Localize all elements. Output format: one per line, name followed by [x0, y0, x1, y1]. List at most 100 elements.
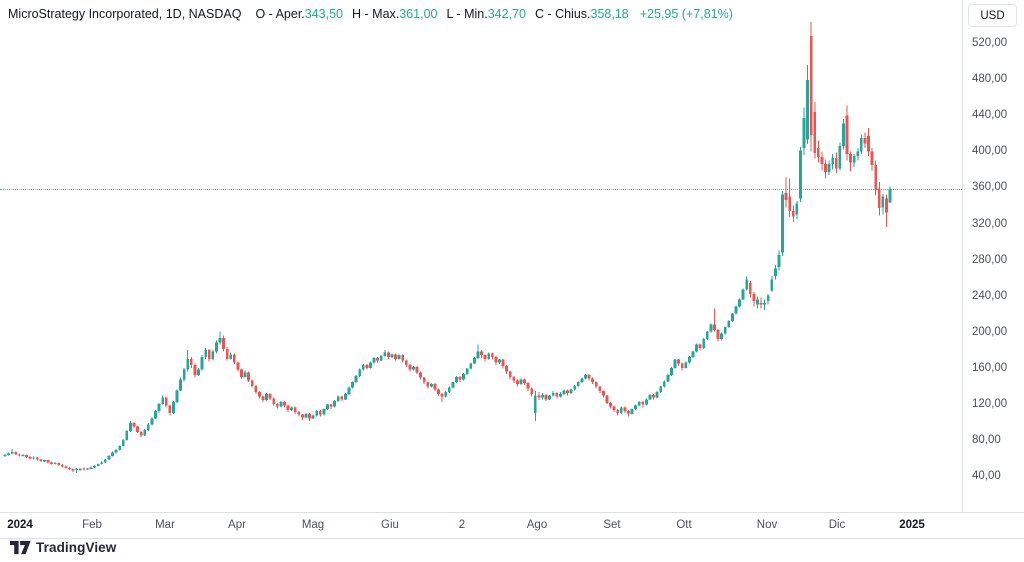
candle-up	[795, 203, 799, 215]
candle-up	[383, 352, 387, 357]
candle-up	[763, 302, 766, 305]
candle-up	[648, 394, 652, 400]
time-axis-label: Giu	[381, 519, 399, 531]
candle-down	[877, 188, 881, 209]
candle-down	[820, 156, 824, 165]
candle-up	[569, 389, 573, 394]
candle-up	[304, 413, 308, 418]
candle-down	[60, 465, 64, 467]
candle-up	[469, 363, 473, 369]
candle-up	[519, 379, 523, 384]
candle-down	[308, 413, 311, 419]
candle-down	[50, 462, 53, 464]
candle-down	[207, 349, 211, 359]
candle-down	[17, 454, 21, 456]
candle-down	[834, 157, 838, 169]
candle-up	[150, 418, 154, 425]
candle-up	[118, 446, 122, 450]
candle-up	[777, 255, 781, 267]
candle-down	[680, 363, 684, 368]
ohlc-open: O - Aper.343,50	[255, 7, 344, 21]
candle-up	[93, 466, 96, 468]
time-axis-label: Nov	[756, 519, 778, 531]
candle-down	[28, 457, 32, 459]
time-axis[interactable]: 2024 Feb Mar Apr Mag Giu 2 Ago Set Ott Nov Dic 2025	[0, 512, 1024, 539]
candle-up	[799, 150, 802, 199]
candle-up	[859, 137, 863, 152]
candlestick-pane[interactable]	[0, 0, 962, 512]
candle-up	[756, 299, 759, 305]
candle-down	[250, 380, 254, 386]
candle-up	[107, 456, 111, 460]
candle-down	[232, 354, 236, 363]
candle-down	[698, 344, 702, 348]
candle-down	[501, 359, 505, 366]
candle-up	[179, 379, 182, 391]
candle-down	[616, 410, 620, 413]
candle-up	[584, 374, 587, 379]
candle-down	[300, 414, 304, 418]
candle-up	[723, 327, 727, 334]
candle-up	[852, 155, 856, 163]
tradingview-logo[interactable]: TradingView	[10, 540, 116, 555]
candle-up	[659, 386, 663, 393]
candle-down	[605, 395, 609, 403]
candle-up	[856, 151, 860, 156]
candle-down	[408, 365, 412, 370]
candle-down	[283, 402, 286, 406]
time-axis-label: 2	[458, 519, 466, 531]
candle-down	[46, 460, 50, 463]
candle-up	[727, 320, 731, 328]
candle-up	[655, 392, 659, 398]
candle-down	[14, 452, 18, 455]
candle-up	[766, 295, 770, 302]
candle-up	[576, 382, 580, 386]
candle-up	[103, 459, 107, 463]
candle-up	[114, 449, 118, 453]
candle-up	[709, 324, 713, 332]
candle-up	[343, 393, 347, 400]
candle-down	[813, 111, 817, 154]
candle-up	[379, 356, 383, 361]
ohlc-close: C - Chius.358,18	[534, 7, 629, 21]
candle-down	[824, 164, 827, 173]
candle-down	[57, 462, 61, 466]
candle-down	[515, 380, 519, 384]
candle-up	[211, 351, 215, 359]
candle-down	[247, 372, 251, 381]
candle-down	[422, 377, 426, 383]
candle-down	[236, 362, 240, 370]
candle-up	[3, 454, 7, 457]
candles-canvas	[3, 22, 892, 473]
time-axis-label: Ago	[526, 519, 548, 531]
candle-down	[440, 393, 444, 397]
candle-down	[419, 372, 423, 378]
candle-down	[483, 355, 487, 359]
candle-down	[641, 402, 645, 405]
candle-up	[75, 468, 79, 471]
candle-up	[218, 338, 222, 343]
candle-up	[465, 368, 469, 375]
candle-down	[404, 360, 408, 366]
candle-up	[541, 394, 544, 398]
candle-down	[286, 405, 290, 411]
candle-up	[125, 430, 129, 440]
price-axis[interactable]: USD 520,00 480,00 440,00 400,00 360,00 320,00…	[962, 0, 1024, 538]
candle-down	[788, 196, 792, 211]
candle-up	[265, 393, 268, 401]
candle-down	[530, 388, 534, 394]
symbol-title[interactable]: MicroStrategy Incorporated, 1D, NASDAQ	[8, 7, 242, 21]
candle-down	[261, 396, 265, 401]
candle-down	[225, 348, 229, 359]
candle-down	[713, 324, 716, 330]
candle-down	[623, 407, 627, 412]
currency-toggle-button[interactable]: USD	[968, 4, 1017, 27]
candle-down	[885, 198, 888, 213]
candle-down	[512, 376, 516, 381]
candle-down	[526, 383, 530, 389]
candle-down	[494, 356, 498, 363]
candle-up	[745, 279, 749, 290]
candle-up	[705, 331, 709, 339]
candle-down	[544, 394, 548, 400]
candle-down	[809, 36, 813, 136]
